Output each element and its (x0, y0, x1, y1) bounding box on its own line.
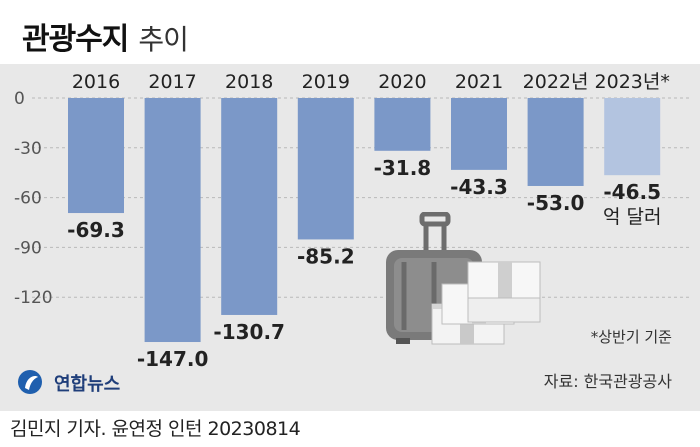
chart-title: 관광수지 추이 (22, 14, 189, 58)
bar (221, 98, 278, 315)
suitcase-icon (386, 212, 482, 344)
x-tick-label: 2016 (72, 71, 120, 93)
logo-text: 연합뉴스 (54, 374, 121, 395)
y-tick-label: -30 (14, 139, 42, 159)
bar (527, 98, 584, 186)
unit-label: 억 달러 (603, 206, 661, 228)
yonhap-logo-icon (18, 370, 42, 394)
bar-chart: 0 -30 -60 -90 -120 2016 -69.3 2017 -147.0 2018 -13… (14, 71, 690, 371)
title-main: 관광수지 (22, 22, 129, 57)
credit-line: 김민지 기자. 윤연정 인턴 20230814 (10, 418, 301, 440)
data-label: -85.2 (297, 244, 355, 268)
luggage-money-illustration (386, 212, 541, 345)
x-tick-label: 2018 (225, 71, 273, 93)
data-label: -31.8 (374, 156, 432, 180)
y-tick-label: -120 (14, 288, 53, 308)
data-label: -53.0 (527, 191, 585, 215)
x-tick-label: 2020 (378, 71, 426, 93)
x-tick-label: 2022년 (523, 71, 589, 93)
bar (297, 98, 354, 240)
bar (374, 98, 431, 151)
data-label: -46.5 (603, 180, 661, 204)
data-label: -130.7 (213, 320, 285, 344)
y-tick-label: -60 (14, 189, 42, 209)
y-tick-label: -90 (14, 238, 42, 258)
bar (451, 98, 507, 170)
yonhap-logo: 연합뉴스 (16, 368, 136, 396)
x-tick-label: 2021 (455, 71, 503, 93)
money-stack-icon (431, 261, 541, 345)
x-tick-label: 2019 (302, 71, 350, 93)
data-label: -43.3 (450, 175, 508, 199)
data-label: -69.3 (67, 218, 125, 242)
bar (68, 98, 124, 214)
bar (144, 98, 201, 343)
y-tick-label: 0 (14, 89, 25, 109)
bar (604, 98, 661, 176)
x-tick-label: 2023년* (595, 71, 670, 93)
data-label: -147.0 (137, 347, 209, 371)
source-note: 자료: 한국관광공사 (543, 372, 672, 391)
footnote: *상반기 기준 (590, 328, 672, 346)
title-sub: 추이 (138, 23, 189, 56)
x-tick-label: 2017 (148, 71, 196, 93)
